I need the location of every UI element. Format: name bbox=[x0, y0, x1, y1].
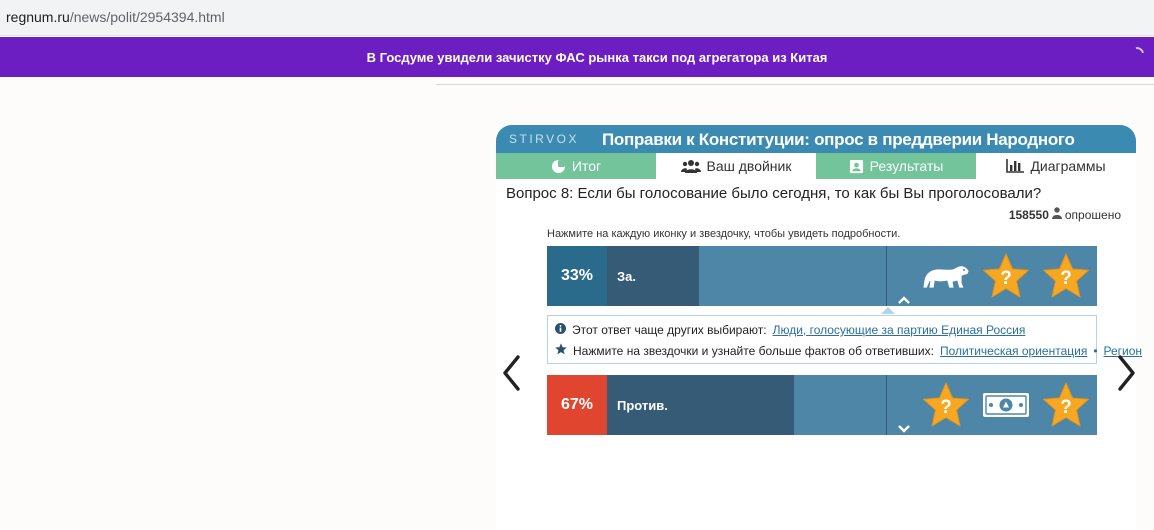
party-link[interactable]: Люди, голосующие за партию Единая Россия bbox=[772, 323, 1026, 337]
address-bar[interactable]: regnum.ru/news/polit/2954394.html bbox=[0, 0, 1154, 36]
tab-summary[interactable]: Итог bbox=[496, 153, 656, 179]
tab-results[interactable]: Результаты bbox=[816, 153, 976, 179]
divider bbox=[436, 84, 1154, 85]
region-link[interactable]: Регион bbox=[1103, 343, 1143, 358]
info-line-common: Этот ответ чаще других выбирают: Люди, г… bbox=[555, 323, 1025, 337]
answer-icons: ? ? bbox=[922, 252, 1090, 300]
answer-percent: 67% bbox=[547, 375, 607, 435]
news-ticker: В Госдуме увидели зачистку ФАС рынка так… bbox=[0, 37, 1154, 77]
tab-label: Итог bbox=[571, 158, 602, 174]
tab-twin[interactable]: Ваш двойник bbox=[656, 153, 816, 179]
answer-bar-for[interactable]: 33% За. ? ? bbox=[547, 246, 1097, 306]
svg-text:?: ? bbox=[1060, 268, 1072, 289]
svg-text:?: ? bbox=[1000, 268, 1012, 289]
bar-divider bbox=[886, 246, 887, 306]
tab-charts[interactable]: Диаграммы bbox=[976, 153, 1136, 179]
star-question-icon[interactable]: ? bbox=[1042, 381, 1090, 429]
ticker-headline[interactable]: В Госдуме увидели зачистку ФАС рынка так… bbox=[366, 50, 828, 65]
brand-logo[interactable]: STIRVOX bbox=[509, 132, 579, 146]
tab-label: Результаты bbox=[869, 158, 944, 174]
respondent-label: опрошено bbox=[1064, 207, 1121, 222]
question-text: Вопрос 8: Если бы голосование было сегод… bbox=[506, 185, 1042, 202]
info-box: Этот ответ чаще других выбирают: Люди, г… bbox=[547, 315, 1142, 364]
bar-chart-icon bbox=[1006, 159, 1025, 173]
info-icon bbox=[555, 323, 566, 337]
chevron-up-icon[interactable] bbox=[897, 292, 911, 304]
url-path: /news/polit/2954394.html bbox=[69, 9, 225, 25]
bar-divider bbox=[886, 375, 887, 435]
widget-tabs: Итог Ваш двойник Результаты Диаграммы bbox=[496, 153, 1136, 179]
star-icon bbox=[555, 343, 567, 358]
tab-label: Ваш двойник bbox=[706, 158, 792, 174]
tab-label: Диаграммы bbox=[1030, 158, 1106, 174]
answer-fill bbox=[607, 246, 699, 306]
answer-fill bbox=[607, 375, 794, 435]
answer-label: За. bbox=[617, 268, 636, 284]
info-prefix: Этот ответ чаще других выбирают: bbox=[572, 323, 767, 337]
link-separator: • bbox=[1093, 343, 1098, 358]
info-prefix: Нажмите на звездочки и узнайте больше фа… bbox=[573, 343, 934, 358]
answer-percent: 33% bbox=[547, 246, 607, 306]
respondent-count: 158550 опрошено bbox=[1009, 207, 1121, 222]
star-question-icon[interactable]: ? bbox=[1042, 252, 1090, 300]
star-question-icon[interactable]: ? bbox=[982, 252, 1030, 300]
polar-bear-icon[interactable] bbox=[922, 252, 970, 300]
users-icon bbox=[680, 159, 701, 174]
pie-chart-icon bbox=[551, 159, 566, 174]
info-line-stars: Нажмите на звездочки и узнайте больше фа… bbox=[555, 343, 1142, 358]
chevron-left-icon[interactable] bbox=[500, 354, 524, 392]
poll-widget: STIRVOX Поправки к Конституции: опрос в … bbox=[496, 125, 1142, 530]
chevron-right-icon[interactable] bbox=[1114, 354, 1138, 392]
answer-icons: ? ? bbox=[922, 381, 1090, 429]
user-icon bbox=[1051, 207, 1062, 222]
svg-text:?: ? bbox=[940, 397, 952, 418]
svg-text:?: ? bbox=[1060, 397, 1072, 418]
political-orientation-link[interactable]: Политическая ориентация bbox=[939, 343, 1088, 358]
star-question-icon[interactable]: ? bbox=[922, 381, 970, 429]
hint-text: Нажмите на каждую иконку и звездочку, чт… bbox=[547, 228, 901, 240]
info-pointer bbox=[881, 307, 895, 314]
chevron-down-icon[interactable] bbox=[897, 421, 911, 433]
url-host: regnum.ru bbox=[6, 9, 70, 25]
respondent-number: 158550 bbox=[1008, 207, 1049, 222]
id-card-icon bbox=[849, 159, 864, 174]
answer-bar-against[interactable]: 67% Против. ? ? bbox=[547, 375, 1097, 435]
url-text[interactable]: regnum.ru/news/polit/2954394.html bbox=[6, 9, 225, 25]
answer-label: Против. bbox=[617, 397, 668, 413]
widget-header: STIRVOX Поправки к Конституции: опрос в … bbox=[496, 125, 1136, 169]
banknote-icon[interactable] bbox=[982, 381, 1030, 429]
